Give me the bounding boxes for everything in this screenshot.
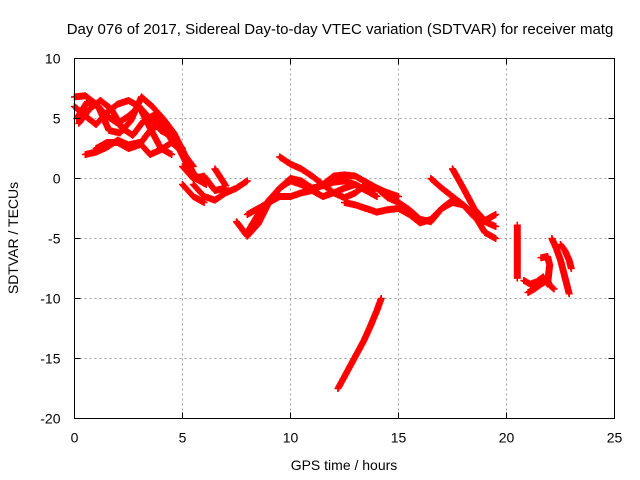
data-points [513,221,521,282]
y-axis-label: SDTVAR / TECUs [5,182,21,294]
series-arc-20 [557,241,575,272]
y-tick-label: 0 [53,171,61,187]
x-tick-label: 5 [179,430,187,446]
data-points [557,241,575,272]
chart-title: Day 076 of 2017, Sidereal Day-to-day VTE… [67,21,614,38]
series-arc-15 [334,295,385,392]
series-arc-14 [449,165,500,224]
series-arc-11 [243,175,392,236]
data-points [189,177,251,204]
data-points [524,277,558,296]
y-tick-label: 10 [45,51,61,67]
x-tick-label: 25 [607,430,623,446]
y-tick-label: 5 [53,111,61,127]
series-arc-6 [92,119,230,194]
series-arc-16 [513,221,521,282]
y-tick-label: -15 [40,351,60,367]
y-tick-label: -5 [48,231,61,247]
data-points [334,295,385,392]
data-points [427,175,500,242]
series-arc-7 [189,177,251,204]
y-tick-label: -10 [40,291,60,307]
data-points [243,175,392,236]
x-tick-label: 15 [391,430,407,446]
data-points [548,235,573,298]
series-arc-13 [427,175,500,242]
x-tick-label: 10 [283,430,299,446]
ticks-layer: 0 5 10 15 20 25 -20 -15 -10 -5 0 5 10 [40,51,622,446]
data-layer [71,92,575,392]
x-tick-label: 0 [71,430,79,446]
data-points [92,119,230,194]
data-points [449,165,500,224]
series-arc-19 [548,235,573,298]
grid-layer [74,58,615,419]
x-tick-label: 20 [499,430,515,446]
x-axis-label: GPS time / hours [291,457,398,473]
y-tick-label: -20 [40,411,60,427]
series-arc-18 [524,277,558,296]
